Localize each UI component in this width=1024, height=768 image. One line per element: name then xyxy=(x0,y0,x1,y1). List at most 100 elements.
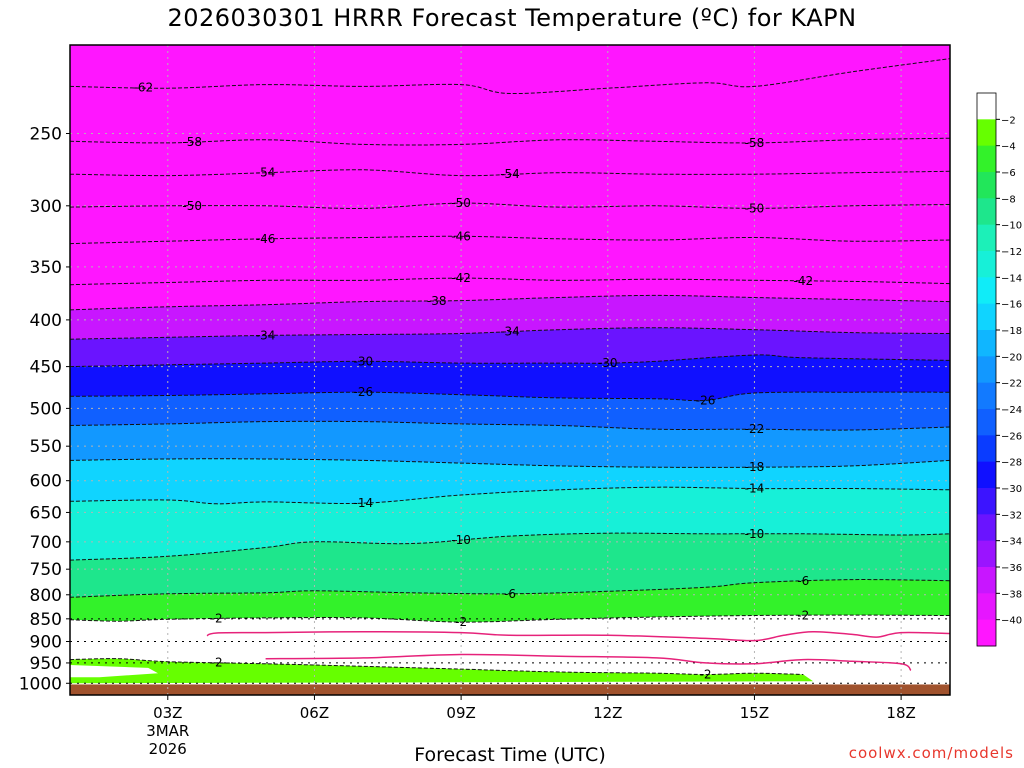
colorbar-label: −26 xyxy=(1001,431,1022,442)
contour-label: -6 xyxy=(504,587,516,601)
colorbar-swatch xyxy=(977,593,996,621)
y-tick-label: 700 xyxy=(30,533,62,553)
surface-warm-pocket xyxy=(70,665,158,678)
colorbar-label: −40 xyxy=(1001,616,1022,627)
contour-line xyxy=(70,235,950,245)
colorbar-label: −10 xyxy=(1001,221,1022,232)
contour-line xyxy=(70,579,950,598)
contour-line xyxy=(70,354,950,368)
contour-label: -50 xyxy=(745,201,765,215)
x-tick-label: 15Z xyxy=(740,704,769,722)
contour-line xyxy=(70,486,950,505)
near-surface-cold-layer xyxy=(70,658,814,684)
ground-fill xyxy=(70,684,950,695)
colorbar-swatch xyxy=(977,224,996,252)
colorbar-label: −16 xyxy=(1001,300,1022,311)
chart-title: 2026030301 HRRR Forecast Temperature (ºC… xyxy=(167,4,857,32)
colorbar-label: −28 xyxy=(1001,458,1022,469)
x-tick-label: 12Z xyxy=(593,704,622,722)
contour-label: -50 xyxy=(451,196,471,210)
y-tick-label: 650 xyxy=(30,503,62,523)
y-tick-label: 550 xyxy=(30,437,62,457)
colorbar-swatch xyxy=(977,382,996,410)
colorbar-label: −24 xyxy=(1001,405,1022,416)
contour-line xyxy=(70,458,950,468)
colorbar-label: −6 xyxy=(1001,168,1016,179)
contour-label: -14 xyxy=(354,496,374,510)
colorbar-swatch xyxy=(977,277,996,305)
contour-line xyxy=(70,327,950,340)
colorbar-label: −36 xyxy=(1001,563,1022,574)
contour-label: -30 xyxy=(354,354,374,368)
colorbar-label: −4 xyxy=(1001,142,1016,153)
colorbar-label: −18 xyxy=(1001,326,1022,337)
colorbar-swatch xyxy=(977,514,996,542)
contour-line xyxy=(70,137,950,146)
contour-label: -54 xyxy=(256,166,276,180)
contour-label: -2 xyxy=(455,615,467,629)
colorbar-label: −14 xyxy=(1001,273,1022,284)
contour-label: -54 xyxy=(500,167,520,181)
contour-label: -10 xyxy=(451,533,471,547)
contour-label: -46 xyxy=(256,232,276,246)
y-tick-label: 250 xyxy=(30,124,62,144)
contour-label: -38 xyxy=(427,294,447,308)
colorbar-swatch xyxy=(977,330,996,357)
colorbar-label: −30 xyxy=(1001,484,1022,495)
contour-label: -2 xyxy=(211,656,223,670)
y-tick-label: 900 xyxy=(30,632,62,652)
grid-lines xyxy=(70,45,950,695)
contour-label: -42 xyxy=(794,274,814,288)
colorbar: −2 −4 −6 −8 −10 −12 −14 −16 −18 −20 −22 −24 −26 −28 −3… xyxy=(976,92,1022,647)
contour-label: -6 xyxy=(797,574,809,588)
contour-label: -46 xyxy=(451,229,471,243)
y-axis-ticks: 2503003504004505005506006507007508008509… xyxy=(19,124,70,694)
ground-layer xyxy=(70,684,950,695)
colorbar-swatch xyxy=(977,567,996,594)
contour-label: -34 xyxy=(256,328,276,342)
colorbar-label: −8 xyxy=(1001,194,1016,205)
y-tick-label: 600 xyxy=(30,472,62,492)
colorbar-label: −2 xyxy=(1001,115,1016,126)
colorbar-label: −32 xyxy=(1001,510,1022,521)
contour-label: -62 xyxy=(134,81,154,95)
y-tick-label: 950 xyxy=(30,654,62,674)
contour-label: -58 xyxy=(745,136,765,150)
y-tick-label: 850 xyxy=(30,610,62,630)
colorbar-label: −20 xyxy=(1001,352,1022,363)
y-tick-label: 450 xyxy=(30,358,62,378)
x-axis-label: Forecast Time (UTC) xyxy=(414,744,606,766)
contour-label: -2 xyxy=(797,608,809,622)
x-tick-date: 2026 xyxy=(149,740,187,758)
colorbar-label: −22 xyxy=(1001,379,1022,390)
contour-line xyxy=(70,58,950,95)
contour-label: -2 xyxy=(700,667,712,681)
colorbar-swatch xyxy=(977,119,996,147)
colorbar-swatch xyxy=(977,93,996,120)
y-tick-label: 800 xyxy=(30,586,62,606)
zero-isotherm xyxy=(206,630,950,672)
colorbar-swatch xyxy=(977,251,996,278)
contour-line xyxy=(70,420,950,431)
contour-label: -34 xyxy=(500,325,520,339)
contour-label: -10 xyxy=(745,527,765,541)
zero-isotherm-line xyxy=(265,653,912,672)
y-tick-label: 750 xyxy=(30,560,62,580)
colorbar-swatch xyxy=(977,303,996,331)
colorbar-swatch xyxy=(977,172,996,199)
y-tick-label: 500 xyxy=(30,399,62,419)
y-tick-label: 1000 xyxy=(19,674,62,694)
y-tick-label: 350 xyxy=(30,258,62,278)
contour-labels: -62 -58 -58 -54 -54 -50 -50 -50 -46 -46 -42 -42 -38 -… xyxy=(134,81,814,682)
contour-line xyxy=(70,294,950,311)
contour-label: -2 xyxy=(211,612,223,626)
colorbar-swatch xyxy=(977,488,996,515)
colorbar-swatch xyxy=(977,145,996,173)
contour-label: -14 xyxy=(745,482,765,496)
x-tick-label: 09Z xyxy=(446,704,475,722)
contour-line xyxy=(70,658,804,676)
contour-label: -58 xyxy=(182,135,202,149)
colorbar-swatch xyxy=(977,619,996,647)
plot-frame xyxy=(69,44,951,696)
